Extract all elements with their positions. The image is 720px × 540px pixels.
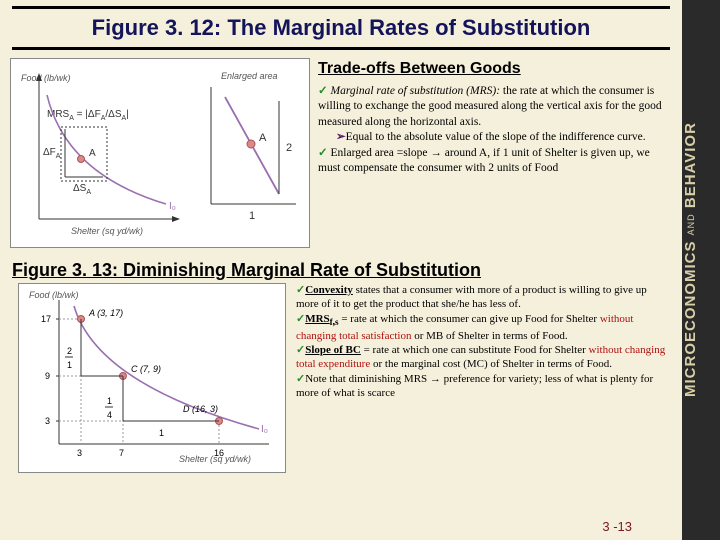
figure-3-13-title: Figure 3. 13: Diminishing Marginal Rate …	[12, 260, 682, 281]
s1-bullet2: ➢Equal to the absolute value of the slop…	[318, 130, 672, 146]
f2-A: A (3, 17)	[88, 308, 123, 318]
page-number: 3 -13	[602, 519, 632, 534]
f1-i0: I₀	[169, 201, 176, 212]
f1-eq2: /ΔS	[105, 109, 121, 120]
s1-bullet1: ✓ Marginal rate of substitution (MRS): t…	[318, 84, 672, 131]
section-2: Food (lb/wk) Shelter (sq yd/wk) 17 9 3 3…	[18, 283, 672, 473]
s1-heading: Trade-offs Between Goods	[318, 58, 672, 80]
f2-x3: 3	[77, 448, 82, 458]
f1-xlabel: Shelter (sq yd/wk)	[71, 226, 143, 236]
f2-D: D (16, 3)	[183, 404, 218, 414]
f2-y9: 9	[45, 371, 50, 381]
check-icon: ✓	[296, 313, 305, 325]
f1-mrs: MRS	[47, 109, 70, 120]
f1-enlarged-label: Enlarged area	[221, 71, 278, 81]
s1-bullet3: ✓ Enlarged area =slope → around A, if 1 …	[318, 146, 672, 177]
check-icon: ✓	[318, 147, 331, 159]
f1-A: A	[89, 148, 96, 159]
f1-dF: ΔF	[43, 147, 56, 158]
f1-n1: 1	[249, 210, 255, 222]
svg-text:1: 1	[67, 360, 72, 370]
f2-C: C (7, 9)	[131, 364, 161, 374]
brand-sidebar: MICROECONOMICS AND BEHAVIOR	[682, 0, 720, 540]
section1-text: Trade-offs Between Goods ✓ Marginal rate…	[318, 58, 672, 248]
f1-dS: ΔS	[73, 183, 87, 194]
check-icon: ✓	[296, 284, 305, 296]
f2-x16: 16	[214, 448, 224, 458]
f1-n2: 2	[286, 142, 292, 154]
svg-text:ΔSA: ΔSA	[73, 183, 91, 196]
f1-A2: A	[259, 132, 267, 144]
f1-ylabel: Food (lb/wk)	[21, 73, 71, 83]
f2-slope1n: 2	[67, 346, 72, 356]
svg-text:ΔFA: ΔFA	[43, 147, 61, 160]
brand-line2: BEHAVIOR	[682, 123, 699, 209]
section-1: Food (lb/wk) Shelter (sq yd/wk) MRSA = |…	[10, 58, 672, 248]
f1-eq1: = |ΔF	[74, 109, 101, 120]
figure-3-12: Food (lb/wk) Shelter (sq yd/wk) MRSA = |…	[10, 58, 310, 248]
svg-text:1: 1	[107, 396, 112, 406]
figure-title: Figure 3. 12: The Marginal Rates of Subs…	[12, 6, 670, 50]
svg-text:1: 1	[159, 428, 164, 438]
triangle-icon: ➢	[336, 131, 346, 143]
check-icon: ✓	[296, 373, 305, 385]
f2-y17: 17	[41, 314, 51, 324]
f2-i0: I₀	[261, 424, 268, 435]
page-content: Figure 3. 12: The Marginal Rates of Subs…	[0, 0, 682, 540]
s2-b1: ✓Convexity states that a consumer with m…	[296, 283, 672, 312]
svg-text:4: 4	[107, 410, 112, 420]
f2-ylabel: Food (lb/wk)	[29, 290, 79, 300]
f2-y3: 3	[45, 416, 50, 426]
brand-line1: MICROECONOMICS	[682, 241, 699, 398]
figure-3-13: Food (lb/wk) Shelter (sq yd/wk) 17 9 3 3…	[18, 283, 286, 473]
arrow-icon: →	[430, 373, 441, 385]
section2-text: ✓Convexity states that a consumer with m…	[296, 283, 672, 473]
arrow-icon: →	[430, 147, 442, 159]
f2-x7: 7	[119, 448, 124, 458]
brand-and: AND	[686, 214, 696, 236]
svg-text:MRSA = |ΔFA/ΔSA|: MRSA = |ΔFA/ΔSA|	[47, 109, 129, 122]
s2-b3: ✓Slope of BC = rate at which one can sub…	[296, 343, 672, 372]
s2-b4: ✓Note that diminishing MRS → preference …	[296, 372, 672, 401]
check-icon: ✓	[318, 85, 331, 97]
s2-b2: ✓MRSf,s = rate at which the consumer can…	[296, 312, 672, 343]
check-icon: ✓	[296, 344, 305, 356]
